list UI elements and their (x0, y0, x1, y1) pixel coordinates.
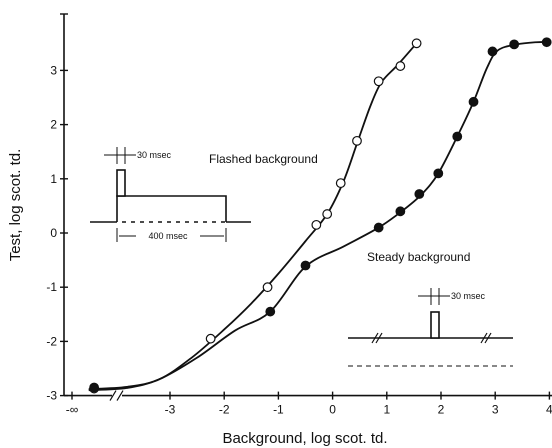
x-tick-label: 1 (383, 403, 390, 417)
axes (63, 14, 552, 401)
inset2-duration-label: 30 msec (451, 291, 486, 301)
flashed-background-point (335, 178, 346, 189)
steady-background-point (300, 260, 311, 271)
inset2-break-left (371, 332, 379, 344)
inset2-break-left-2 (375, 332, 383, 344)
steady-background-point (452, 131, 463, 142)
y-axis-label: Test, log scot. td. (7, 149, 24, 262)
y-ticks: -3 -2 -1 0 1 2 3 (46, 13, 68, 403)
inset2-break-right (480, 332, 488, 344)
y-tick-label: 2 (50, 118, 57, 132)
y-tick-label: -1 (46, 280, 57, 294)
x-tick-label: 3 (492, 403, 499, 417)
flashed-background-point (322, 209, 333, 219)
steady-background-point (509, 39, 520, 50)
flashed-background-point (205, 333, 216, 344)
y-tick-label: -3 (46, 389, 57, 403)
y-tick-label: 3 (50, 63, 57, 77)
inset1-test-pulse (116, 169, 126, 197)
x-tick-label: -3 (165, 403, 176, 417)
steady-background-point (433, 168, 444, 179)
steady-background-point (395, 206, 406, 217)
steady-stimulus-inset (348, 288, 513, 367)
inset2-break-right-2 (484, 332, 492, 344)
x-ticks: -3 -2 -1 0 1 2 3 4 -∞ (66, 391, 552, 417)
x-axis-break-2 (116, 390, 124, 401)
flashed-background-label: Flashed background (209, 152, 318, 166)
flashed-background-point (411, 38, 422, 49)
y-tick-label: 1 (50, 172, 57, 186)
x-tick-label: -1 (273, 403, 284, 417)
steady-background-point (265, 306, 276, 317)
y-tick-label: -2 (46, 334, 57, 348)
y-tick-label: 0 (50, 226, 57, 240)
flashed-background-point (311, 219, 322, 230)
inset2-test-pulse (430, 311, 440, 339)
steady-background-point (414, 189, 425, 199)
flashed-background-point (373, 76, 384, 87)
x-tick-label-infinity: -∞ (66, 403, 79, 417)
flashed-background-point (352, 135, 362, 146)
flashed-background-point (262, 282, 273, 293)
x-tick-label: 4 (546, 403, 552, 417)
inset1-duration-label: 30 msec (137, 150, 172, 160)
steady-background-point (373, 222, 384, 233)
x-axis-break-1 (109, 390, 117, 401)
steady-background-point (487, 46, 498, 57)
inset1-interval-label: 400 msec (148, 231, 188, 241)
steady-background-label: Steady background (367, 250, 470, 264)
inset1-background-pulse (116, 195, 227, 222)
flashed-background-point (395, 61, 406, 71)
x-axis-label: Background, log scot. td. (222, 430, 387, 447)
x-tick-label: 0 (329, 403, 336, 417)
x-tick-label: 2 (438, 403, 445, 417)
steady-background-point (541, 37, 552, 48)
data-points (89, 37, 552, 394)
steady-background-point (89, 382, 100, 393)
x-tick-label: -2 (219, 403, 230, 417)
flashed-stimulus-inset (90, 147, 251, 242)
steady-background-point (468, 96, 479, 107)
